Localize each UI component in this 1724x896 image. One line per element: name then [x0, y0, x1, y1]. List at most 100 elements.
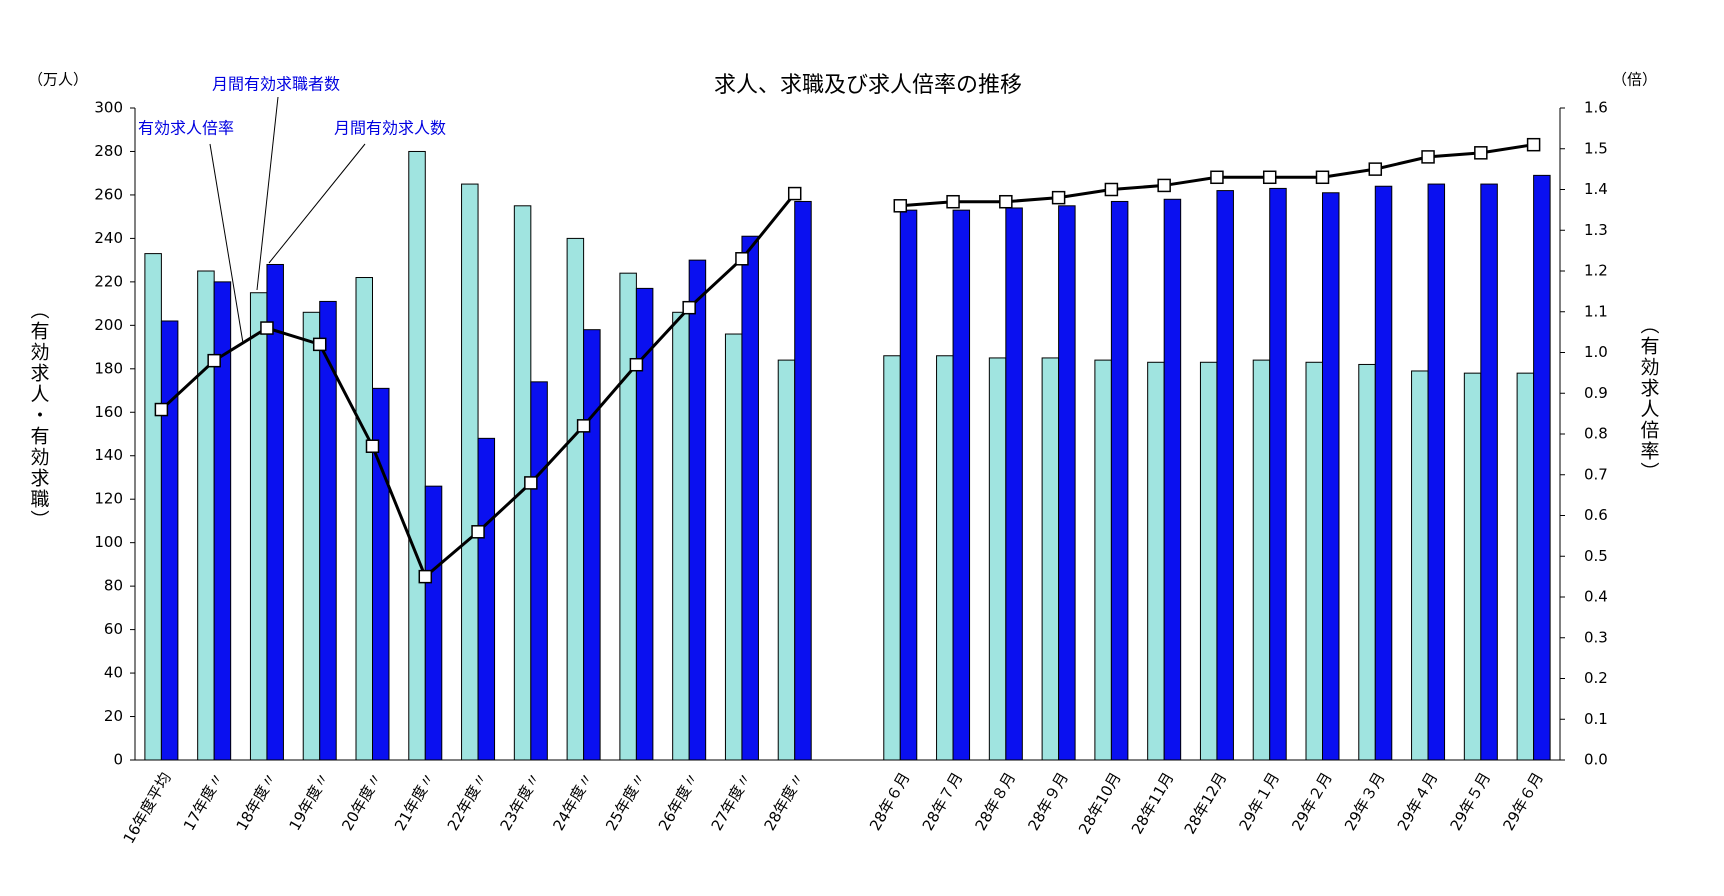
chart-title: 求人、求職及び求人倍率の推移	[714, 73, 1022, 98]
leader-line	[209, 143, 244, 344]
bar	[530, 381, 548, 761]
bar	[777, 359, 796, 761]
y2-tick-label: 1.1	[1584, 302, 1608, 320]
y2-tick-label: 1.0	[1584, 343, 1608, 361]
bar	[1163, 198, 1182, 761]
y-tick-label: 160	[94, 403, 123, 421]
x-tick-label: 29年６月	[1499, 769, 1547, 834]
marker	[1474, 146, 1488, 160]
y2-tick-label: 1.2	[1584, 262, 1608, 280]
bar	[355, 277, 373, 761]
y-axis-title: （有効求人・有効求職）	[28, 300, 50, 531]
bar	[899, 209, 918, 761]
y-tick-label: 0	[113, 751, 123, 769]
x-tick-label: 29年２月	[1288, 769, 1336, 834]
bar	[1427, 183, 1446, 761]
marker	[312, 337, 327, 352]
y2-tick-label: 0.0	[1584, 751, 1608, 769]
bar	[266, 263, 284, 761]
bar	[197, 270, 215, 761]
y-tick-label: 140	[94, 446, 123, 464]
y2-axis-title: （有効求人倍率）	[1638, 315, 1660, 483]
marker	[946, 194, 960, 209]
bar	[1305, 361, 1323, 761]
y-tick-label: 40	[104, 664, 123, 682]
annotation: 月間有効求人数	[334, 119, 446, 138]
x-tick-label: 28年10月	[1075, 769, 1125, 837]
bar	[583, 329, 601, 761]
x-tick-label: 26年度〃	[655, 769, 703, 834]
marker	[629, 357, 644, 372]
x-tick-label: 28年12月	[1181, 769, 1231, 837]
x-tick-label: 24年度〃	[549, 769, 597, 834]
y-tick-label: 60	[104, 620, 123, 638]
bar	[619, 272, 637, 761]
x-tick-label: 23年度〃	[497, 769, 545, 834]
y2-tick-label: 0.7	[1584, 465, 1608, 483]
x-tick-label: 27年度〃	[708, 769, 756, 834]
marker	[471, 525, 485, 539]
y2-tick-label: 1.4	[1584, 180, 1608, 198]
x-tick-label: 29年４月	[1394, 769, 1442, 834]
y2-tick-label: 1.5	[1584, 139, 1608, 157]
bar	[1058, 205, 1076, 761]
marker	[418, 569, 433, 584]
bar	[1110, 200, 1129, 761]
marker	[1104, 182, 1119, 197]
x-tick-label: 17年度〃	[180, 769, 228, 834]
bar	[249, 292, 268, 761]
marker	[787, 186, 802, 201]
marker	[260, 321, 274, 335]
bar	[1094, 359, 1112, 761]
bar	[1322, 192, 1340, 761]
bar	[1358, 363, 1376, 761]
leader-line	[268, 143, 366, 264]
bar	[372, 387, 390, 761]
bar	[1041, 357, 1060, 761]
y-tick-label: 100	[94, 533, 123, 551]
marker	[682, 300, 696, 315]
y2-unit: （倍）	[1612, 71, 1657, 89]
y2-tick-label: 0.1	[1584, 710, 1608, 728]
y-tick-label: 120	[94, 490, 123, 508]
x-tick-label: 21年度〃	[391, 769, 439, 834]
annotation: 有効求人倍率	[138, 119, 234, 138]
marker	[576, 419, 591, 433]
y-tick-label: 280	[94, 142, 123, 160]
x-tick-label: 16年度平均	[120, 769, 175, 846]
marker	[1526, 137, 1541, 152]
marker	[154, 402, 169, 417]
bar	[1005, 207, 1023, 761]
bar	[688, 259, 707, 761]
y-tick-label: 240	[94, 229, 123, 247]
x-tick-label: 28年８月	[972, 769, 1020, 834]
x-tick-label: 28年11月	[1128, 769, 1178, 837]
marker	[893, 199, 908, 213]
bar	[408, 150, 426, 761]
bar	[952, 209, 971, 761]
y2-tick-label: 0.4	[1584, 588, 1608, 606]
marker	[524, 476, 538, 490]
bar	[794, 200, 812, 761]
y-tick-label: 180	[94, 359, 123, 377]
y2-tick-label: 0.2	[1584, 669, 1608, 687]
bar	[741, 235, 759, 761]
bar	[724, 333, 743, 761]
x-tick-label: 28年９月	[1024, 769, 1072, 834]
marker	[1051, 190, 1066, 205]
bar	[144, 253, 162, 761]
annotation: 月間有効求職者数	[212, 75, 340, 94]
y-unit: （万人）	[28, 71, 88, 89]
bar	[302, 311, 321, 761]
bar	[1374, 185, 1393, 761]
y-tick-label: 20	[104, 707, 123, 725]
bar	[1147, 361, 1165, 761]
bar	[1480, 183, 1498, 761]
x-tick-label: 28年度〃	[760, 769, 808, 834]
bar	[1411, 370, 1429, 761]
marker	[1368, 162, 1383, 176]
bar	[213, 281, 232, 761]
y-tick-label: 300	[94, 99, 123, 117]
